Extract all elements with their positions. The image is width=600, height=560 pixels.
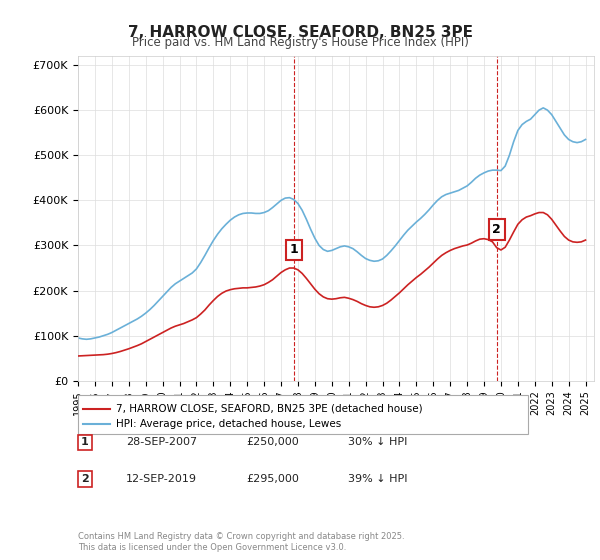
Text: 1: 1 [81,437,89,447]
Text: £295,000: £295,000 [246,474,299,484]
Text: 12-SEP-2019: 12-SEP-2019 [126,474,197,484]
Text: £250,000: £250,000 [246,437,299,447]
Text: 28-SEP-2007: 28-SEP-2007 [126,437,197,447]
Text: 7, HARROW CLOSE, SEAFORD, BN25 3PE (detached house): 7, HARROW CLOSE, SEAFORD, BN25 3PE (deta… [116,404,423,413]
Text: 30% ↓ HPI: 30% ↓ HPI [348,437,407,447]
Text: 2: 2 [493,223,501,236]
Text: Price paid vs. HM Land Registry's House Price Index (HPI): Price paid vs. HM Land Registry's House … [131,36,469,49]
Text: HPI: Average price, detached house, Lewes: HPI: Average price, detached house, Lewe… [116,419,341,429]
Text: 1: 1 [289,244,298,256]
Text: 39% ↓ HPI: 39% ↓ HPI [348,474,407,484]
Text: 2: 2 [81,474,89,484]
Text: 7, HARROW CLOSE, SEAFORD, BN25 3PE: 7, HARROW CLOSE, SEAFORD, BN25 3PE [128,25,473,40]
Text: Contains HM Land Registry data © Crown copyright and database right 2025.
This d: Contains HM Land Registry data © Crown c… [78,532,404,552]
FancyBboxPatch shape [78,395,528,434]
